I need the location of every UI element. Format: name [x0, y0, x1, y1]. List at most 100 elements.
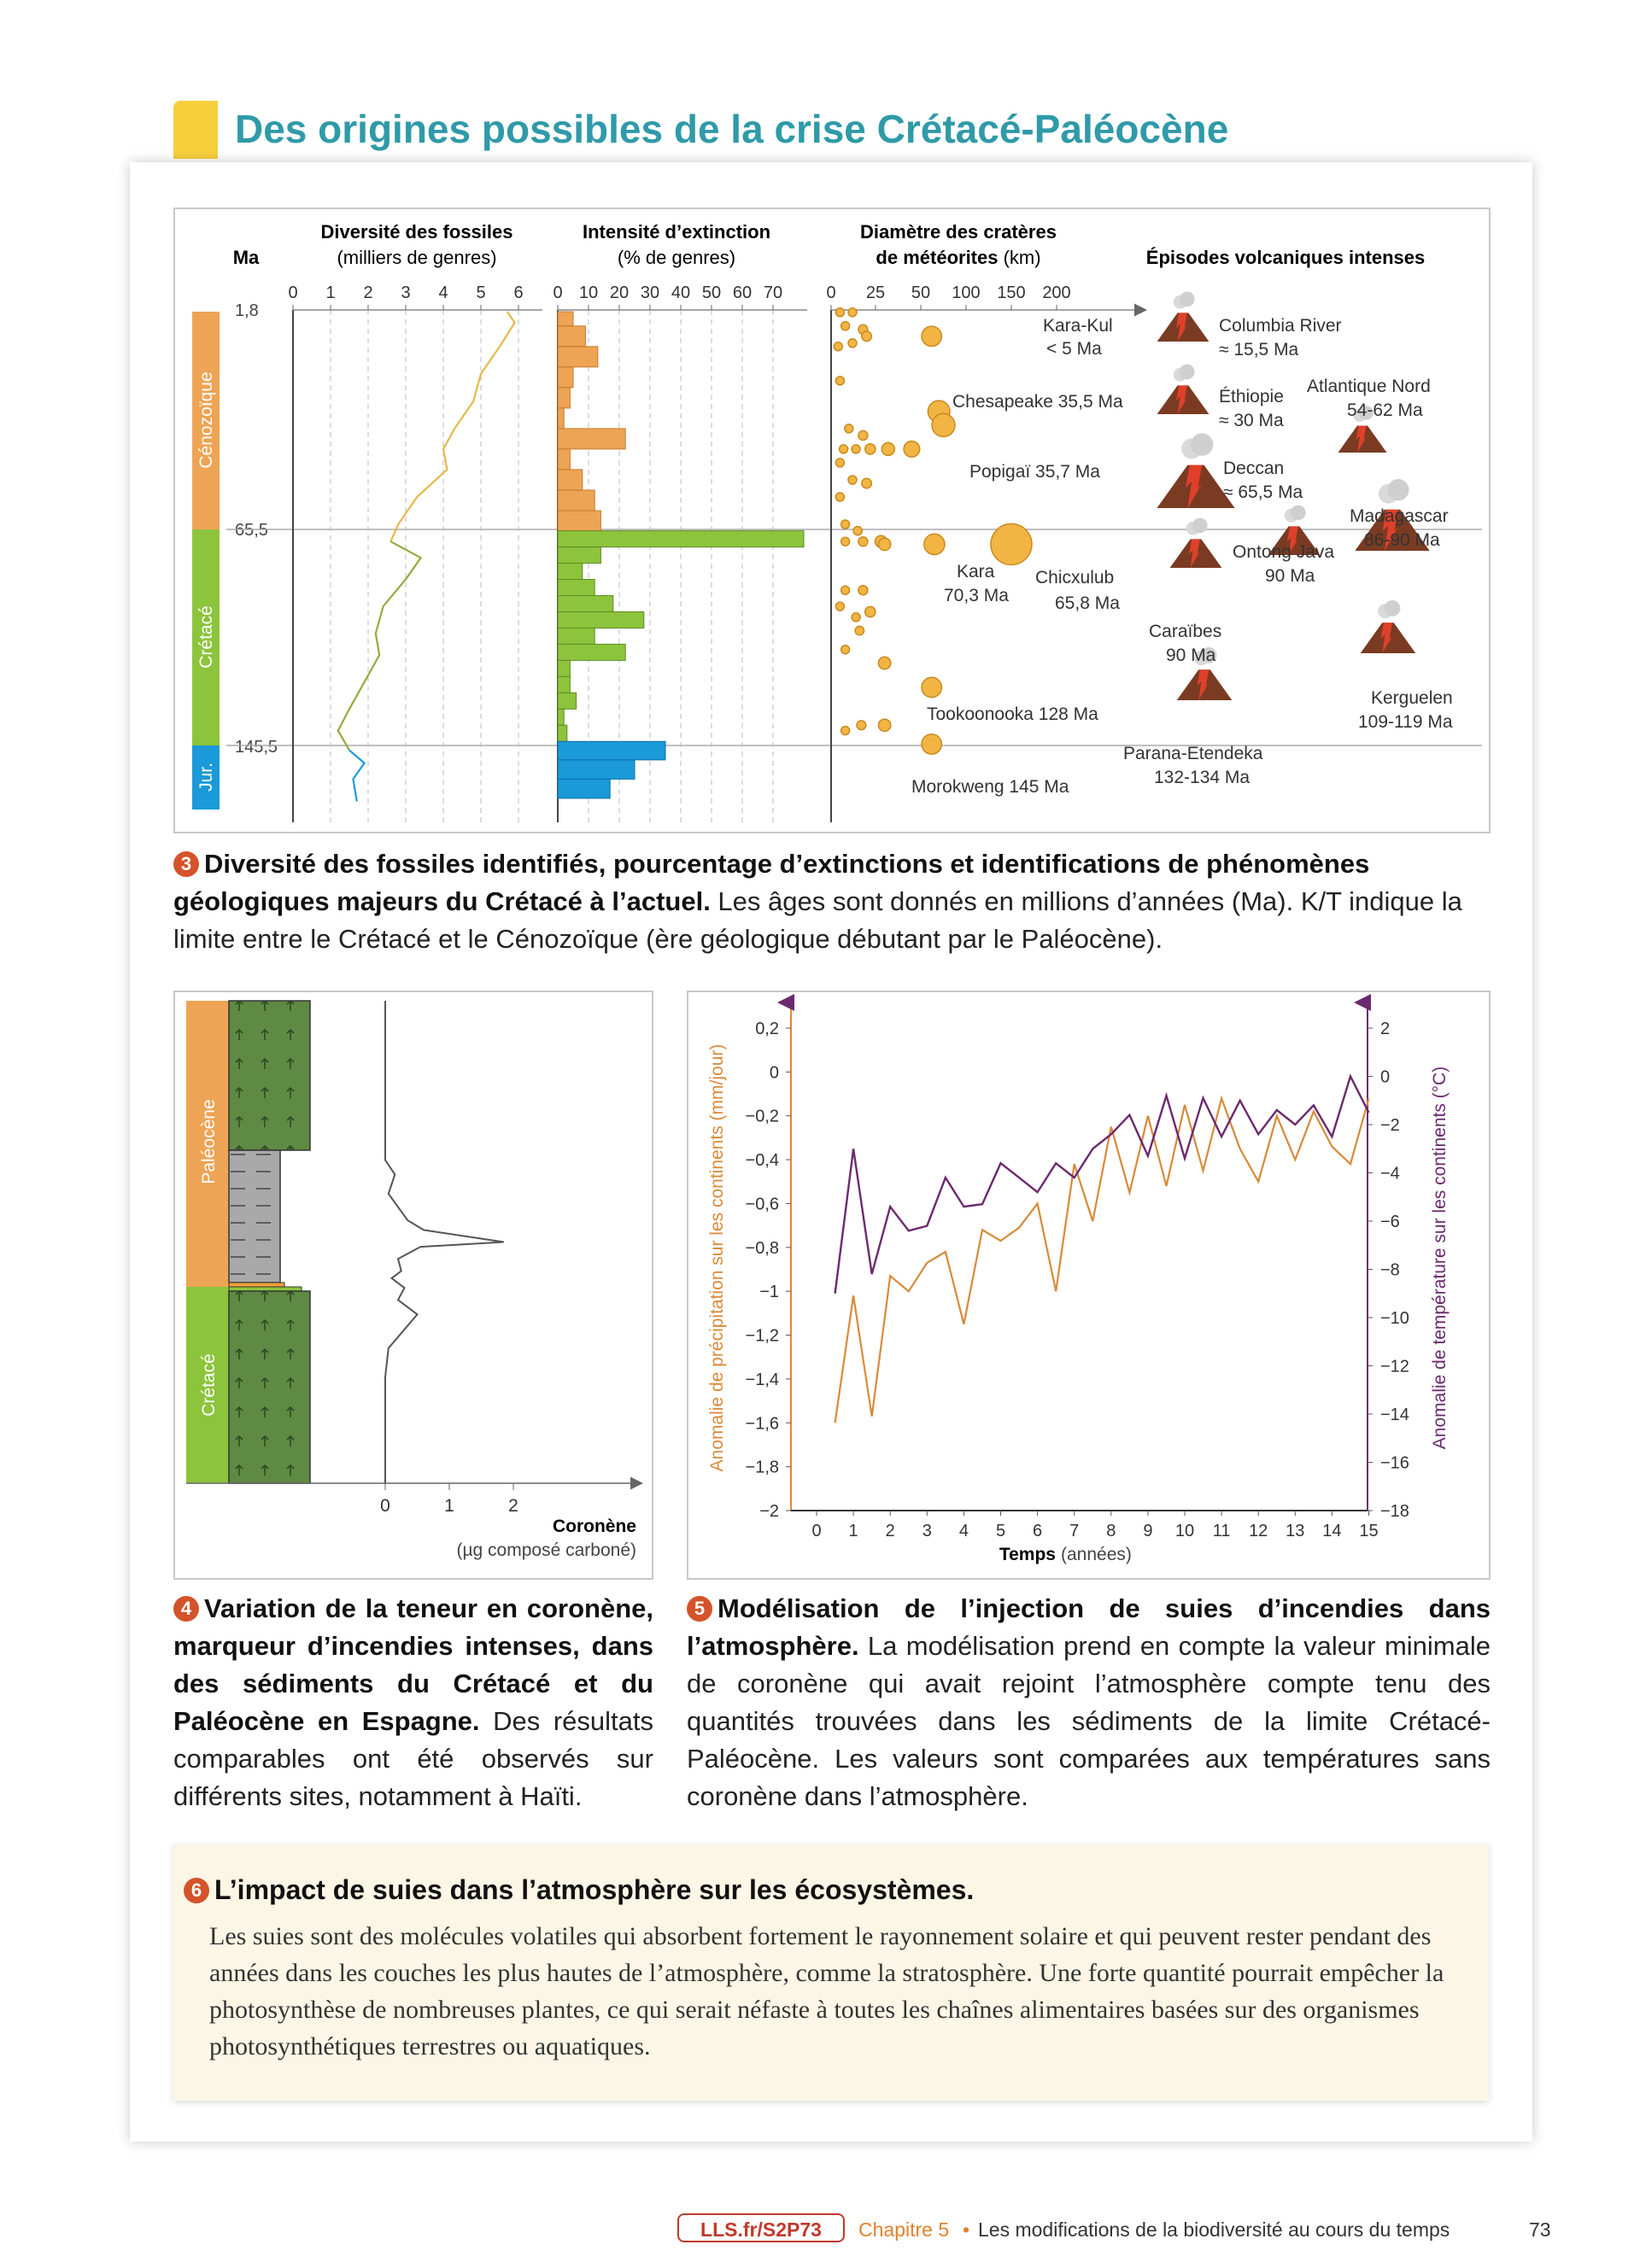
- left-y-tick-label: −1,4: [746, 1371, 779, 1389]
- left-y-tick-label: 0: [770, 1063, 779, 1082]
- extinction-bar: [557, 611, 645, 628]
- extinction-bar: [557, 469, 583, 491]
- doc5-caption: 5 Modélisation de l’injection de suies d’…: [687, 1590, 1491, 1815]
- volcano-smoke: [1192, 517, 1208, 534]
- volcano-smoke: [1180, 291, 1195, 307]
- right-y-tick-label: −6: [1380, 1213, 1400, 1231]
- crater-dot: [835, 458, 846, 468]
- volcano-icon: [1157, 291, 1210, 342]
- stratum-cretaceous: [228, 1290, 311, 1484]
- crater-dot: [858, 584, 869, 596]
- volcano-lava: [1356, 425, 1367, 453]
- coronene-tick-label: 2: [508, 1496, 518, 1516]
- extinction-bar: [557, 530, 805, 548]
- crater-dot: [990, 523, 1033, 566]
- extinction-bar: [557, 627, 595, 645]
- coronene-ticks: 0 1 2: [380, 1483, 518, 1516]
- crater-dot: [852, 525, 864, 536]
- period-label-cretaceous: Crétacé: [196, 605, 216, 669]
- crater-dot: [881, 441, 896, 457]
- extinction-bar: [557, 489, 595, 511]
- volcano-lava: [1176, 385, 1187, 414]
- doc5-caption-bold: Modélisation de l’injection de suies d’i…: [687, 1593, 1491, 1661]
- right-y-label: Anomalie de température sur les continen…: [1430, 1067, 1450, 1449]
- extinction-bar: [557, 366, 574, 389]
- doc5-figure: 0,2 0 −0,2 −0,4 −0,6 −0,8 −1 −1,2 −1,4 −1,6 −1,8 −2…: [687, 991, 1491, 1580]
- crater-dot: [844, 424, 854, 434]
- crater-label-popigai: Popigaï 35,7 Ma: [969, 462, 1100, 482]
- doc4-caption-text: Des résultats comparables ont été observ…: [173, 1706, 654, 1811]
- volcano-lava: [1189, 539, 1200, 568]
- doc3-caption-bold: Diversité des fossiles identifiés, pourc…: [173, 849, 1370, 916]
- time-tick-label: 7: [1069, 1522, 1079, 1540]
- crater-dot: [840, 519, 851, 529]
- volcano-smoke: [1387, 479, 1409, 501]
- volcano-icons: [1157, 291, 1430, 700]
- doc5-chart: 0,2 0 −0,2 −0,4 −0,6 −0,8 −1 −1,2 −1,4 −1,6 −1,8 −2…: [707, 994, 1450, 1564]
- extinction-tick-label: 60: [733, 284, 752, 302]
- time-tick-label: 4: [959, 1522, 969, 1540]
- volcano-icon: [1157, 433, 1235, 508]
- extinction-title: Intensité d’extinction: [583, 221, 770, 243]
- crater-tick-label: 100: [952, 284, 980, 302]
- craters-subtitle-unit: (km): [998, 247, 1040, 268]
- footer-chapter: Chapitre 5: [858, 2218, 950, 2241]
- time-tick-label: 2: [886, 1522, 895, 1540]
- left-y-tick-label: −1: [759, 1283, 779, 1301]
- crater-dot: [858, 430, 869, 441]
- volcano-label-atlantique: Atlantique Nord: [1307, 377, 1431, 396]
- diversity-tick-label: 2: [363, 284, 372, 302]
- crater-tick-label: 150: [997, 284, 1025, 302]
- doc3-caption: 3 Diversité des fossiles identifiés, pour…: [173, 845, 1491, 958]
- period-cenozoic: [192, 312, 220, 529]
- crater-dot: [858, 535, 869, 547]
- doc3-figure: Ma Diversité des fossiles (milliers de g…: [173, 208, 1491, 833]
- extinction-bars: [557, 311, 805, 799]
- diversity-title: Diversité des fossiles: [320, 221, 512, 243]
- extinction-tick-label: 70: [764, 284, 782, 302]
- crater-dot: [835, 307, 846, 318]
- crater-age-karakul: < 5 Ma: [1046, 339, 1102, 359]
- diversity-series-line: [390, 311, 516, 542]
- crater-dot: [835, 492, 846, 502]
- doc3-chart: Ma Diversité des fossiles (milliers de g…: [192, 221, 1482, 822]
- volcano-icon: [1338, 406, 1387, 453]
- volcano-smoke: [1291, 505, 1306, 521]
- crater-label-chicxulub: Chicxulub: [1035, 568, 1114, 587]
- extinction-bar: [557, 547, 601, 564]
- craters-subtitle: de météorites (km): [876, 247, 1040, 268]
- volcano-lava: [1380, 623, 1393, 653]
- extinction-tick-label: 50: [702, 284, 721, 302]
- crater-dot: [854, 625, 865, 636]
- period-cretaceous-4: [186, 1287, 229, 1483]
- extinction-tick-label: 10: [579, 284, 598, 302]
- crater-label-tookoonooka: Tookoonooka 128 Ma: [927, 704, 1098, 724]
- doc6-box: [173, 1844, 1489, 2101]
- doc3-caption-text: Les âges sont donnés en millions d’année…: [173, 886, 1462, 954]
- left-y-tick-label: −0,6: [746, 1195, 779, 1213]
- right-y-tick-label: −8: [1380, 1261, 1400, 1280]
- right-y-tick-label: 2: [1380, 1020, 1390, 1038]
- footer-link-button[interactable]: LLS.fr/S2P73: [677, 2213, 845, 2242]
- time-tick-label: 13: [1286, 1522, 1304, 1540]
- left-y-tick-label: −0,8: [746, 1239, 779, 1258]
- crater-dot: [835, 601, 846, 611]
- footer-bullet: •: [963, 2218, 970, 2241]
- extinction-bar: [557, 407, 565, 430]
- craters-title: Diamètre des cratères: [860, 221, 1057, 243]
- volcano-icon: [1360, 599, 1416, 653]
- time-tick-label: 14: [1322, 1522, 1341, 1540]
- right-y-tick-label: 0: [1380, 1068, 1390, 1087]
- left-y-tick-label: −1,6: [746, 1414, 779, 1433]
- diversity-tick-label: 3: [401, 284, 410, 302]
- crater-dot: [877, 537, 892, 552]
- left-y-tick-label: −1,2: [746, 1327, 779, 1346]
- extinction-bar: [557, 692, 577, 710]
- left-y-tick-label: −2: [759, 1502, 779, 1521]
- crater-dot: [864, 605, 876, 618]
- right-y-tick-label: −12: [1380, 1358, 1409, 1377]
- crater-dot: [838, 444, 849, 454]
- time-tick-label: 8: [1106, 1522, 1116, 1540]
- doc5-number-badge: 5: [687, 1596, 712, 1622]
- crater-dot: [864, 443, 876, 455]
